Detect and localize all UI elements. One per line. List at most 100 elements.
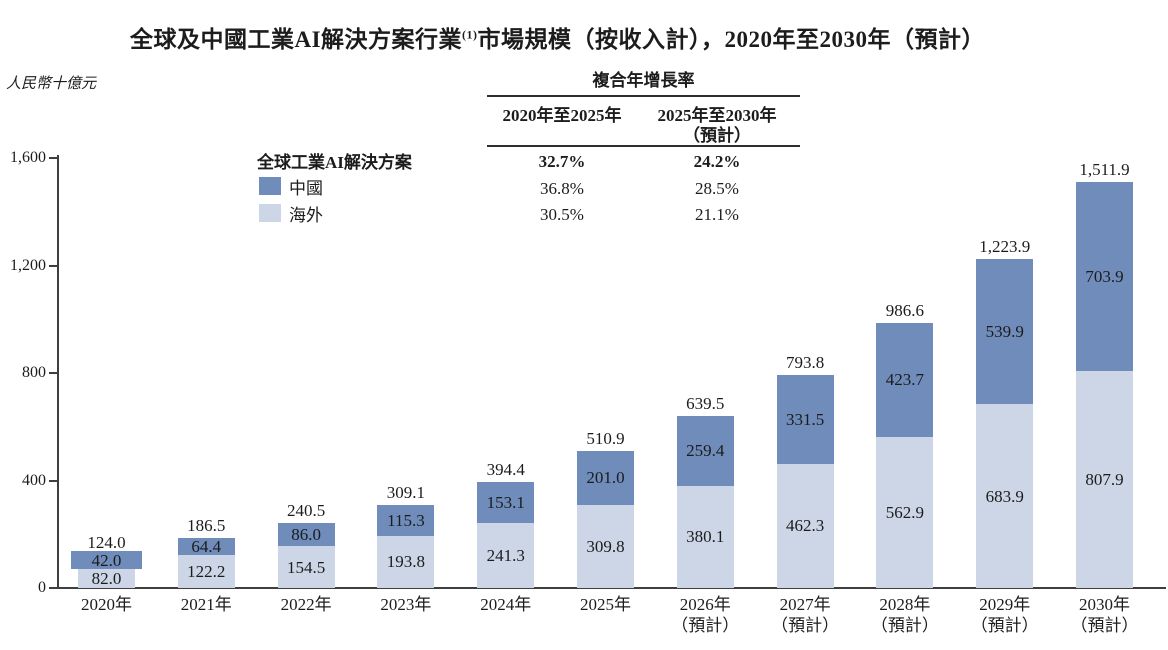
- bar-segment-label-overseas: 683.9: [985, 486, 1024, 506]
- cagr-value-overseas-2: 21.1%: [695, 205, 739, 224]
- y-tick-mark: [49, 587, 58, 589]
- bar-segment-label-china: 153.1: [486, 493, 525, 513]
- bar-segment-label-china: 42.0: [91, 550, 122, 570]
- y-tick-label: 1,600: [10, 149, 46, 166]
- bar-segment-label-overseas: 193.8: [386, 552, 426, 572]
- legend-label-china: 中國: [289, 178, 323, 198]
- bar-total-label: 309.1: [386, 482, 426, 502]
- cagr-divider-bottom: [487, 145, 800, 147]
- bar-segment-china: [1076, 181, 1133, 371]
- bar-segment-label-china: 259.4: [686, 441, 725, 461]
- bar-segment-overseas: [1076, 370, 1133, 588]
- bar-segment-label-china: 423.7: [885, 370, 925, 390]
- y-tick-mark: [49, 372, 58, 374]
- x-axis-label: 2025年: [580, 595, 631, 614]
- bar-segment-label-overseas: 462.3: [785, 516, 825, 536]
- y-tick-label: 400: [22, 471, 46, 489]
- cagr-divider-top: [487, 95, 800, 97]
- cagr-table-header: 複合年增長率: [592, 71, 695, 90]
- bar-segment-label-china: 86.0: [291, 525, 321, 545]
- legend-swatch-china-icon: [259, 177, 281, 195]
- page-title: 全球及中國工業AI解決方案行業(1)市場規模（按收入計），2020年至2030年…: [0, 20, 1115, 54]
- legend-header: 全球工業AI解決方案: [257, 153, 412, 172]
- x-axis-label: 2030年: [1079, 595, 1130, 614]
- y-tick-mark: [49, 479, 58, 482]
- bar-segment-overseas: [976, 404, 1034, 588]
- bar-segment-overseas: [577, 504, 634, 588]
- bar-total-label: 793.8: [785, 352, 825, 372]
- bar-segment-china: [277, 523, 335, 547]
- bar-segment-label-overseas: 562.9: [885, 502, 925, 522]
- x-axis-label: 2023年: [380, 595, 432, 614]
- bar-segment-label-china: 201.0: [586, 468, 625, 488]
- bar-segment-label-china: 64.4: [191, 536, 222, 556]
- bar-segment-overseas: [277, 546, 335, 588]
- bar-segment-china: [71, 551, 142, 570]
- bar-segment-overseas: [477, 523, 535, 588]
- x-axis-label: 2028年: [879, 595, 931, 614]
- bar-segment-china: [177, 537, 235, 556]
- bar-total-label: 639.5: [686, 394, 725, 414]
- x-axis-sublabel: （預計）: [1070, 616, 1139, 635]
- bar-segment-overseas: [776, 463, 834, 588]
- x-axis-label: 2024年: [480, 595, 532, 614]
- bar-total-label: 1,511.9: [1079, 159, 1130, 179]
- bar-segment-china: [577, 450, 634, 505]
- cagr-value-total-1: 32.7%: [538, 152, 586, 171]
- bar-segment-label-overseas: 154.5: [286, 557, 326, 577]
- bar-segment-china: [676, 416, 734, 486]
- cagr-value-total-2: 24.2%: [693, 152, 741, 171]
- bar-segment-china: [976, 259, 1034, 405]
- bar-segment-overseas: [676, 485, 734, 588]
- bar-segment-overseas: [876, 436, 934, 588]
- x-axis-label: 2027年: [779, 595, 831, 614]
- cagr-value-china-2: 28.5%: [695, 179, 739, 198]
- bar-segment-label-china: 331.5: [785, 409, 825, 429]
- bar-total-label: 240.5: [286, 501, 326, 521]
- bar-segment-china: [477, 482, 535, 524]
- bar-segment-label-china: 703.9: [1085, 266, 1124, 286]
- x-axis-sublabel: （預計）: [671, 616, 740, 635]
- unit-label: 人民幣十億元: [6, 76, 97, 92]
- legend-swatch-overseas-icon: [259, 204, 281, 222]
- legend-label-overseas: 海外: [289, 205, 323, 225]
- bar-segment-overseas: [377, 535, 435, 588]
- legend-item-overseas: 海外: [259, 203, 323, 225]
- bar-segment-label-china: 539.9: [985, 322, 1024, 342]
- x-axis-label: 2021年: [180, 595, 232, 614]
- bar-segment-label-overseas: 309.8: [586, 536, 625, 556]
- y-tick-mark: [49, 157, 58, 159]
- x-axis-label: 2026年: [679, 595, 731, 614]
- cagr-value-china-1: 36.8%: [540, 179, 584, 198]
- cagr-col-header-2-line1: 2025年至2030年: [657, 106, 777, 125]
- bar-total-label: 394.4: [486, 460, 525, 479]
- bar-segment-china: [876, 322, 934, 437]
- legend-item-china: 中國: [259, 176, 323, 198]
- x-axis-sublabel: （預計）: [870, 616, 939, 635]
- x-axis-label: 2022年: [280, 595, 332, 614]
- y-tick-label: 800: [22, 364, 46, 381]
- footnote-marker: (1): [462, 27, 478, 42]
- bar-segment-label-overseas: 380.1: [686, 527, 725, 547]
- y-tick-label: 1,200: [10, 256, 46, 274]
- x-axis-sublabel: （預計）: [771, 616, 840, 635]
- page-title-prefix: 全球及中國工業AI解決方案行業: [129, 27, 463, 52]
- y-tick-mark: [49, 264, 58, 267]
- x-axis-sublabel: （預計）: [970, 616, 1039, 635]
- bar-segment-label-overseas: 241.3: [486, 546, 525, 566]
- bar-total-label: 186.5: [187, 515, 226, 535]
- page-title-suffix: 市場規模（按收入計），2020年至2030年（預計）: [477, 27, 986, 52]
- bar-segment-china: [377, 504, 435, 536]
- bar-segment-overseas: [78, 565, 135, 588]
- bar-total-label: 986.6: [885, 300, 925, 320]
- cagr-col-header-2-line2: （預計）: [683, 126, 751, 145]
- bar-total-label: 124.0: [87, 532, 126, 552]
- y-axis-line: [57, 155, 59, 588]
- bar-segment-label-overseas: 807.9: [1085, 469, 1124, 489]
- x-axis-line: [57, 587, 1166, 589]
- x-axis-label: 2020年: [81, 595, 132, 614]
- bar-total-label: 510.9: [586, 428, 625, 448]
- bar-segment-label-china: 115.3: [387, 510, 425, 530]
- bar-segment-china: [776, 374, 834, 464]
